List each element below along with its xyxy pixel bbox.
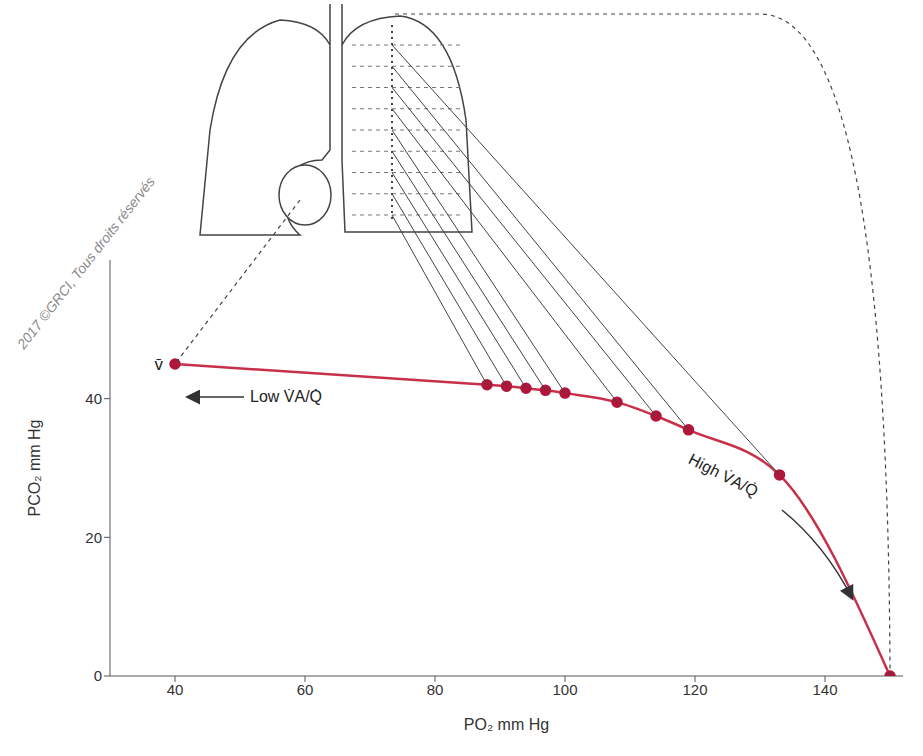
svg-text:PO₂ mm Hg: PO₂ mm Hg xyxy=(464,716,549,733)
svg-text:140: 140 xyxy=(812,681,837,698)
svg-text:100: 100 xyxy=(552,681,577,698)
svg-text:40: 40 xyxy=(85,390,102,407)
svg-text:PCO₂ mm Hg: PCO₂ mm Hg xyxy=(26,420,43,517)
svg-text:Low V̇A/Q̇: Low V̇A/Q̇ xyxy=(250,388,322,405)
svg-text:High V̇A/Q̇: High V̇A/Q̇ xyxy=(686,450,761,500)
svg-text:40: 40 xyxy=(167,681,184,698)
svg-text:120: 120 xyxy=(682,681,707,698)
svg-text:60: 60 xyxy=(297,681,314,698)
svg-text:0: 0 xyxy=(94,667,102,684)
svg-text:v̄: v̄ xyxy=(155,355,164,374)
svg-text:80: 80 xyxy=(427,681,444,698)
svg-text:20: 20 xyxy=(85,529,102,546)
svg-text:2017 ©GRCI, Tous droits réserv: 2017 ©GRCI, Tous droits réservés xyxy=(13,174,158,353)
